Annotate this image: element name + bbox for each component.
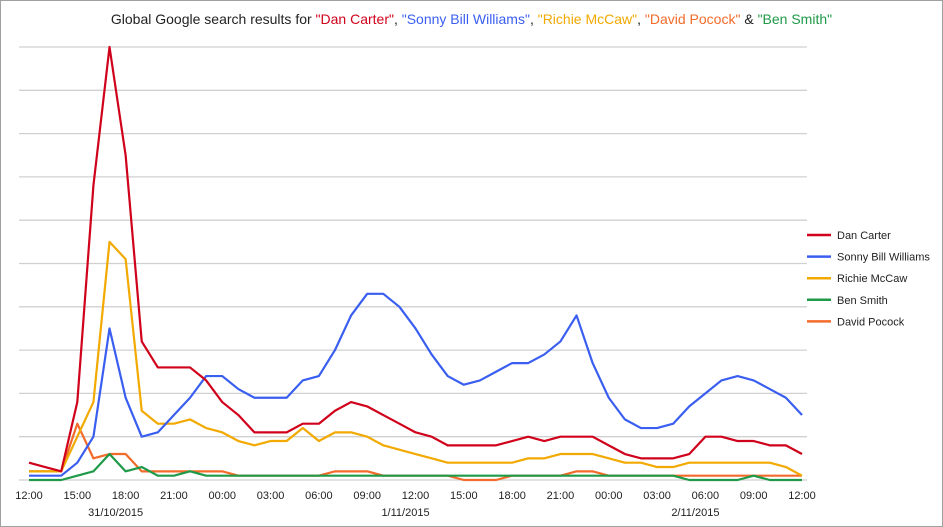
x-tick-label: 06:00 bbox=[692, 490, 720, 502]
title-part: Global Google search results for bbox=[110, 11, 316, 27]
x-tick-label: 06:00 bbox=[305, 490, 333, 502]
title-part: "Ben Smith" bbox=[757, 11, 833, 27]
title-part: "Richie McCaw" bbox=[537, 11, 638, 27]
legend: Dan Carter Sonny Bill Williams Richie McCa… bbox=[807, 230, 930, 328]
legend-label: Sonny Bill Williams bbox=[837, 252, 930, 264]
x-tick-label: 03:00 bbox=[643, 490, 671, 502]
x-axis-ticks: 12:00 15:00 18:00 21:00 00:00 03:00 06:00 09:00… bbox=[15, 490, 816, 519]
x-tick-label: 18:00 bbox=[498, 490, 526, 502]
x-tick-label: 15:00 bbox=[450, 490, 478, 502]
x-tick-label: 09:00 bbox=[740, 490, 768, 502]
x-tick-label: 12:00 bbox=[402, 490, 430, 502]
date-label: 31/10/2015 bbox=[88, 507, 143, 519]
title-part: , bbox=[637, 11, 645, 27]
title-part: , bbox=[393, 11, 402, 27]
x-tick-label: 21:00 bbox=[547, 490, 575, 502]
title-part: , bbox=[529, 11, 538, 27]
x-tick-label: 09:00 bbox=[353, 490, 381, 502]
x-tick-label: 00:00 bbox=[595, 490, 623, 502]
title-part: "David Pocock" bbox=[644, 11, 741, 27]
series-line-sonny-bill-williams bbox=[29, 292, 803, 477]
x-tick-label: 03:00 bbox=[257, 490, 285, 502]
legend-label: Ben Smith bbox=[837, 295, 888, 307]
date-label: 2/11/2015 bbox=[671, 507, 719, 519]
gridlines bbox=[19, 46, 807, 481]
x-tick-label: 18:00 bbox=[112, 490, 140, 502]
series-line-ben-smith bbox=[29, 452, 802, 482]
date-label: 1/11/2015 bbox=[381, 507, 429, 519]
legend-label: Dan Carter bbox=[837, 230, 891, 242]
legend-label: Richie McCaw bbox=[837, 273, 907, 285]
title-part: & bbox=[740, 11, 758, 27]
title-part: "Sonny Bill Williams" bbox=[401, 11, 530, 27]
chart-title: Global Google search results for "Dan Ca… bbox=[1, 11, 942, 27]
series-lines bbox=[28, 45, 803, 482]
series-line-dan-carter bbox=[28, 45, 803, 473]
x-tick-label: 15:00 bbox=[64, 490, 92, 502]
x-tick-label: 12:00 bbox=[788, 490, 816, 502]
series-line-richie-mccaw bbox=[29, 240, 803, 477]
x-tick-label: 12:00 bbox=[15, 490, 43, 502]
legend-label: David Pocock bbox=[837, 316, 905, 328]
title-part: "Dan Carter" bbox=[315, 11, 394, 27]
x-tick-label: 21:00 bbox=[160, 490, 188, 502]
x-tick-label: 00:00 bbox=[208, 490, 236, 502]
